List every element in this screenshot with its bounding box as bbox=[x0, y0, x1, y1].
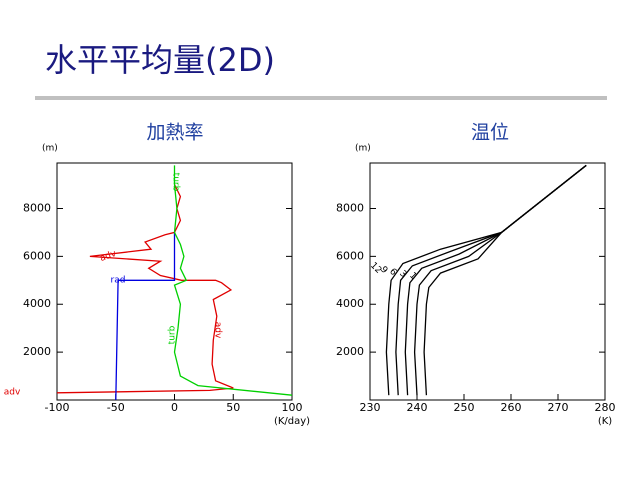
line-label: 3 bbox=[397, 269, 408, 280]
line-label: 9 bbox=[378, 265, 389, 276]
x-tick-label: 260 bbox=[501, 401, 522, 414]
x-tick-label: 50 bbox=[226, 401, 240, 414]
line-label: turb bbox=[168, 325, 178, 344]
profile-line bbox=[404, 164, 587, 396]
plot-frame bbox=[56, 162, 293, 401]
profile-line bbox=[423, 164, 587, 396]
y-tick-label: 6000 bbox=[23, 249, 51, 262]
x-tick-label: -50 bbox=[107, 401, 125, 414]
y-unit: (m) bbox=[42, 144, 58, 154]
x-unit: (K/day) bbox=[274, 416, 310, 427]
x-tick-label: 250 bbox=[454, 401, 475, 414]
x-tick-label: 240 bbox=[407, 401, 428, 414]
profile-line bbox=[115, 232, 176, 400]
x-tick-label: 0 bbox=[171, 401, 178, 414]
y-tick-label: 4000 bbox=[23, 297, 51, 310]
y-tick-label: 2000 bbox=[23, 345, 51, 358]
line-label: adv bbox=[213, 322, 223, 339]
profile-line bbox=[395, 164, 587, 396]
x-tick-label: 230 bbox=[360, 401, 381, 414]
line-label: 6 bbox=[387, 267, 398, 278]
x-tick-label: -100 bbox=[45, 401, 70, 414]
chart-title: 温位 bbox=[471, 122, 509, 144]
line-label: 1 bbox=[407, 271, 418, 282]
line-label: turb bbox=[171, 173, 181, 192]
profile-line bbox=[56, 184, 234, 394]
line-label: rad bbox=[111, 276, 126, 286]
x-unit: (K) bbox=[598, 416, 612, 427]
y-tick-label: 6000 bbox=[336, 249, 364, 262]
profile-line bbox=[413, 164, 587, 396]
y-tick-label: 8000 bbox=[23, 201, 51, 214]
x-tick-label: 270 bbox=[548, 401, 569, 414]
x-tick-label: 280 bbox=[595, 401, 616, 414]
chart-title: 加熱率 bbox=[146, 122, 203, 144]
line-label: adv bbox=[99, 249, 119, 264]
title-rule bbox=[35, 96, 607, 100]
y-tick-label: 2000 bbox=[336, 345, 364, 358]
profile-line bbox=[385, 164, 587, 396]
y-tick-label: 4000 bbox=[336, 297, 364, 310]
y-tick-label: 8000 bbox=[336, 201, 364, 214]
profile-line bbox=[173, 165, 293, 396]
line-label: adv bbox=[4, 388, 21, 398]
plot-frame bbox=[369, 162, 606, 401]
slide-title: 水平平均量(2D) bbox=[45, 41, 275, 79]
x-tick-label: 100 bbox=[282, 401, 303, 414]
y-unit: (m) bbox=[355, 144, 371, 154]
